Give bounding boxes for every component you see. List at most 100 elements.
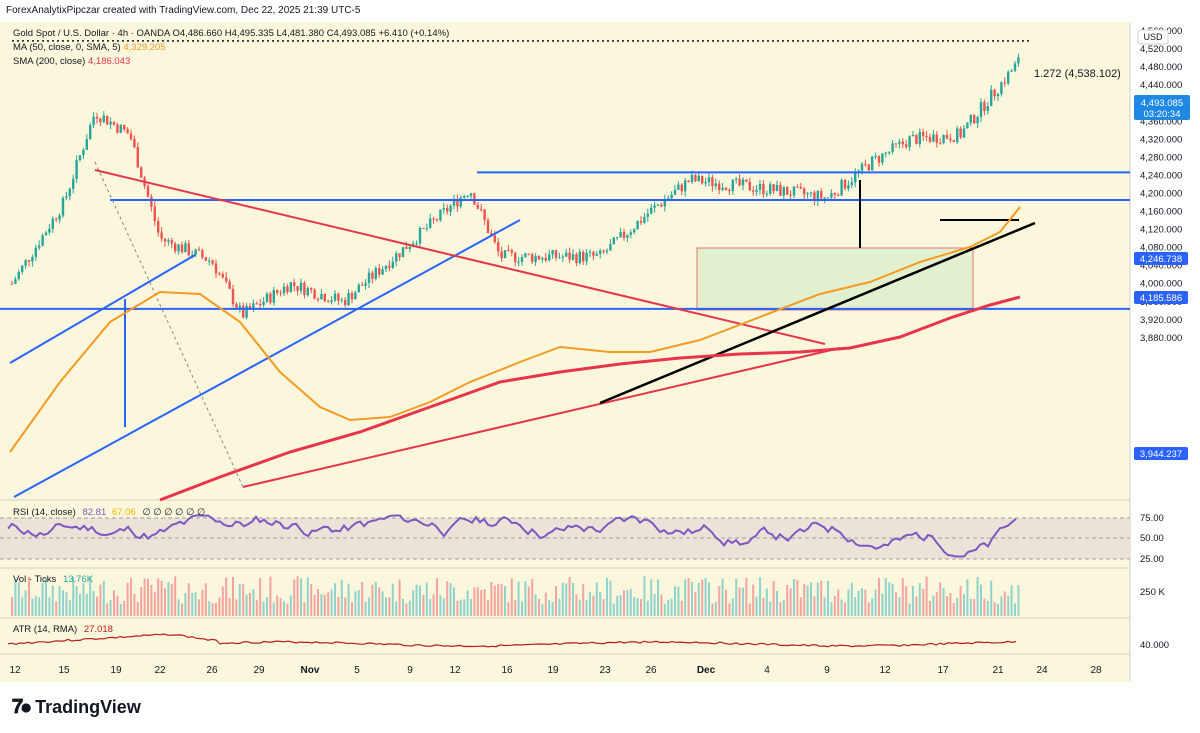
rsi-label: RSI (14, close) [13,507,76,518]
volume-bar [395,601,398,616]
volume-bar [378,587,381,616]
volume-bar [181,603,183,616]
chart-area[interactable]: 4,560.0004,520.0004,480.0004,440.0004,40… [0,22,1200,682]
volume-bar [650,579,653,616]
candle-body [364,282,367,286]
volume-bar [551,602,554,616]
symbol-title[interactable]: Gold Spot / U.S. Dollar · 4h · OANDA [13,28,170,39]
volume-bar [585,600,588,616]
volume-bar [976,577,979,616]
volume-tick-label: 250 K [1140,587,1165,598]
candle-body [653,205,656,208]
volume-bar [626,590,629,616]
volume-pane [11,576,1020,616]
volume-bar [687,578,690,616]
sma200-legend[interactable]: SMA (200, close) 4,186.043 [13,56,130,67]
price-tick-label: 4,280.000 [1140,152,1182,163]
candle-body [670,194,673,199]
volume-bar [306,577,309,616]
volume-bar [429,599,432,616]
volume-bar [483,589,486,616]
chart-credit: ForexAnalytixPipczar created with Tradin… [0,0,1200,22]
time-tick-label: 16 [501,665,513,676]
candle-body [401,247,405,258]
volume-bar [956,598,959,616]
candle-body [915,135,918,144]
candle-body [714,183,717,187]
volume-bar [374,581,377,616]
volume-bar [208,601,211,616]
volume-bar [728,603,731,616]
price-chart-svg[interactable]: 4,560.0004,520.0004,480.0004,440.0004,40… [0,22,1200,682]
volume-bar [480,589,483,616]
candle-body [391,261,394,268]
time-tick-label: 19 [110,665,122,676]
ma50-legend[interactable]: MA (50, close, 0, SMA, 5) 4,329.205 [13,42,166,53]
candle-body [177,244,180,252]
consolidation-box[interactable] [696,247,974,311]
level-tag-4185[interactable]: 4,185.586 [1134,291,1188,304]
volume-bar [466,590,469,616]
volume-bar [500,584,503,616]
candle-body [748,181,751,191]
time-tick-label: 23 [599,665,611,676]
price-tick-label: 4,160.000 [1140,207,1182,218]
price-axis-panel[interactable] [1130,22,1200,682]
candle-body [255,303,258,305]
volume-bar [405,603,408,616]
volume-bar [762,597,765,616]
volume-bar [470,599,472,616]
volume-bar [242,584,245,616]
candle-body [218,273,221,275]
channel-lower-line [13,219,521,498]
volume-bar [361,581,364,616]
volume-bar [769,601,772,616]
candle-body [381,269,384,275]
price-tick-label: 4,080.000 [1140,243,1182,254]
volume-bar [847,589,850,616]
currency-button[interactable]: USD [1137,29,1169,45]
candle-body [378,268,381,275]
volume-bar [742,587,744,616]
level-tag-3944[interactable]: 3,944.237 [1134,447,1188,460]
volume-bar [82,583,85,616]
candle-body [89,125,92,140]
level-tag-label: 4,185.586 [1140,293,1182,304]
volume-bar [789,588,792,616]
symbol-legend[interactable]: Gold Spot / U.S. Dollar · 4h · OANDA O4,… [13,28,449,39]
candle-body [10,283,14,285]
last-price-tag[interactable]: 4,493.085 03:20:34 [1134,95,1190,120]
candle-body [344,299,347,306]
volume-bar [813,596,816,616]
drawings-layer[interactable] [0,40,1130,502]
volume-bar [402,598,404,616]
candle-body [775,184,779,192]
candle-body [452,198,456,206]
candle-body [622,231,626,238]
candle-body [429,218,432,228]
candle-body [129,133,133,139]
ma50-value: 4,329.205 [123,42,166,53]
volume-bar [48,597,51,616]
candle-body [864,163,867,165]
tradingview-logo[interactable]: 𝟕⦁ TradingView [12,696,141,719]
volume-bar [840,599,843,616]
candle-body [697,175,700,182]
volume-bar [439,595,442,616]
volume-bar [619,595,622,616]
volume-bar [259,578,262,616]
volume-bar [228,598,231,616]
candle-body [684,180,687,192]
candle-body [361,284,364,286]
volume-bar [459,599,462,616]
candle-body [796,186,799,188]
level-tag-4246[interactable]: 4,246.738 [1134,252,1188,265]
volume-bar [252,589,255,616]
volume-bar [41,582,44,616]
atr-pane [7,633,1017,648]
volume-bar [24,590,27,616]
volume-bar [347,583,350,616]
volume-bar [694,592,697,616]
ascending-trendline [242,347,841,488]
volume-bar [816,582,819,616]
